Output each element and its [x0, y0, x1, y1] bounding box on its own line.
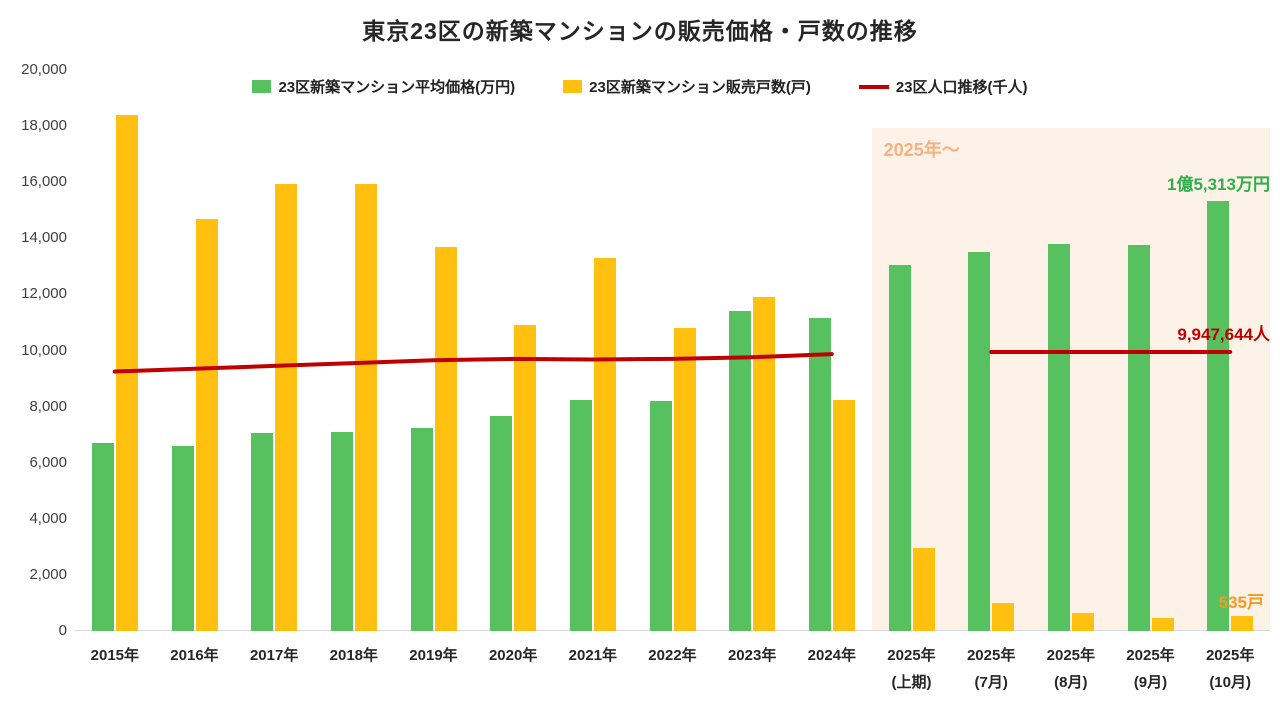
- bar-average-price: [888, 264, 911, 631]
- bar-units-sold: [1071, 612, 1094, 631]
- x-axis-label-year: 2018年: [329, 647, 379, 664]
- bar-units-sold: [593, 257, 616, 631]
- annotation-units: 535戸: [1218, 593, 1264, 612]
- y-axis-tick: 2,000: [29, 565, 67, 583]
- highlight-region-2025: 2025年〜: [871, 128, 1270, 630]
- highlight-label: 2025年〜: [883, 140, 960, 160]
- x-axis-label-year: 2025年: [1046, 647, 1096, 664]
- annotation-population: 9,947,644人: [1177, 325, 1270, 344]
- bar-average-price: [330, 431, 353, 631]
- bar-units-sold: [1231, 615, 1254, 631]
- bar-average-price: [968, 252, 991, 631]
- bar-units-sold: [275, 183, 298, 631]
- x-axis-label-sub: (上期): [891, 674, 932, 691]
- bar-units-sold: [753, 297, 776, 631]
- bar-units-sold: [115, 114, 138, 631]
- bar-average-price: [808, 318, 831, 631]
- x-axis-label: 2022年: [633, 630, 713, 669]
- legend-label: 23区人口推移(千人): [895, 79, 1028, 96]
- y-axis-tick: 20,000: [21, 61, 67, 78]
- bar-average-price: [490, 416, 513, 631]
- x-axis-label: 2020年: [473, 630, 553, 669]
- chart-title: 東京23区の新築マンションの販売価格・戸数の推移: [362, 18, 918, 44]
- bar-average-price: [171, 445, 194, 631]
- x-axis-label: 2021年: [553, 630, 633, 669]
- x-axis-label-sub: (10月): [1209, 674, 1251, 691]
- x-axis-label-year: 2022年: [648, 647, 697, 664]
- y-axis-tick: 14,000: [21, 229, 67, 247]
- population-line: [112, 352, 834, 374]
- x-axis-label: 2019年: [394, 630, 474, 669]
- x-axis-label-year: 2025年: [966, 647, 1016, 664]
- x-axis-label: 2025年 (10月): [1190, 630, 1270, 696]
- x-axis-label-year: 2017年: [249, 647, 299, 664]
- x-axis-label: 2025年 (7月): [951, 630, 1031, 696]
- bar-average-price: [1047, 243, 1070, 631]
- legend-label: 23区新築マンション販売戸数(戸): [589, 79, 811, 96]
- bar-units-sold: [1151, 617, 1174, 631]
- bar-units-sold: [673, 328, 696, 631]
- y-axis-tick: 0: [58, 622, 67, 639]
- legend: 23区新築マンション平均価格(万円) 23区新築マンション販売戸数(戸) 23区人口…: [0, 76, 1280, 97]
- legend-item-2: 23区人口推移(千人): [858, 76, 1028, 97]
- x-axis-label-sub: (9月): [1133, 674, 1168, 691]
- legend-box-marker-icon: [252, 80, 272, 93]
- bar-average-price: [1207, 201, 1230, 631]
- x-axis-label-year: 2023年: [727, 647, 777, 664]
- bar-average-price: [251, 433, 274, 631]
- x-axis-label: 2025年 (上期): [872, 630, 952, 696]
- x-axis-label-year: 2016年: [170, 647, 219, 664]
- legend-item-0: 23区新築マンション平均価格(万円): [252, 76, 515, 97]
- x-axis-label: 2016年: [155, 630, 235, 669]
- x-axis-label-year: 2020年: [488, 647, 538, 664]
- bar-average-price: [569, 399, 592, 631]
- x-axis-label: 2025年 (9月): [1111, 630, 1191, 696]
- bar-average-price: [1127, 245, 1150, 631]
- x-axis-label: 2015年: [75, 630, 155, 669]
- bar-average-price: [91, 443, 114, 631]
- x-axis-label: 2024年: [792, 630, 872, 669]
- y-axis-tick: 6,000: [29, 453, 67, 471]
- y-axis-tick: 18,000: [21, 117, 67, 135]
- legend-line-marker-icon: [858, 84, 889, 89]
- annotation-price: 1億5,313万円: [1167, 175, 1270, 194]
- x-axis-label-year: 2025年: [1126, 647, 1175, 664]
- y-axis-tick: 12,000: [21, 285, 67, 303]
- x-axis-label-year: 2015年: [90, 647, 140, 664]
- bar-average-price: [729, 311, 752, 631]
- legend-label: 23区新築マンション平均価格(万円): [278, 79, 516, 96]
- x-axis-label-sub: (8月): [1054, 674, 1088, 691]
- x-axis-label-year: 2021年: [568, 647, 618, 664]
- bar-units-sold: [912, 548, 935, 631]
- x-axis-label-year: 2025年: [1205, 647, 1255, 664]
- legend-box-marker-icon: [563, 80, 583, 93]
- x-axis-label-year: 2024年: [807, 647, 857, 664]
- x-axis-label-year: 2025年: [887, 647, 936, 664]
- x-axis-label: 2025年 (8月): [1031, 630, 1111, 696]
- x-axis-label-sub: (7月): [974, 674, 1008, 691]
- x-axis-label: 2017年: [234, 630, 314, 669]
- bar-average-price: [649, 400, 672, 631]
- bar-units-sold: [514, 325, 537, 631]
- bar-average-price: [410, 427, 433, 631]
- bar-units-sold: [992, 602, 1015, 631]
- bar-units-sold: [195, 218, 218, 631]
- y-axis-tick: 16,000: [21, 173, 67, 191]
- x-axis-label-year: 2019年: [409, 647, 458, 664]
- y-axis-tick: 10,000: [21, 341, 67, 359]
- plot-area: 2025年〜 0 2,000 4,000 6,000 8,000 10,000 12,000…: [21, 61, 1270, 691]
- legend-item-1: 23区新築マンション販売戸数(戸): [563, 76, 811, 97]
- bar-units-sold: [434, 246, 457, 631]
- x-axis-label: 2023年: [712, 630, 792, 669]
- x-axis-label: 2018年: [314, 630, 394, 669]
- y-axis-tick: 4,000: [29, 509, 67, 527]
- bar-units-sold: [832, 399, 855, 631]
- bar-units-sold: [354, 183, 377, 631]
- y-axis-tick: 8,000: [29, 397, 67, 415]
